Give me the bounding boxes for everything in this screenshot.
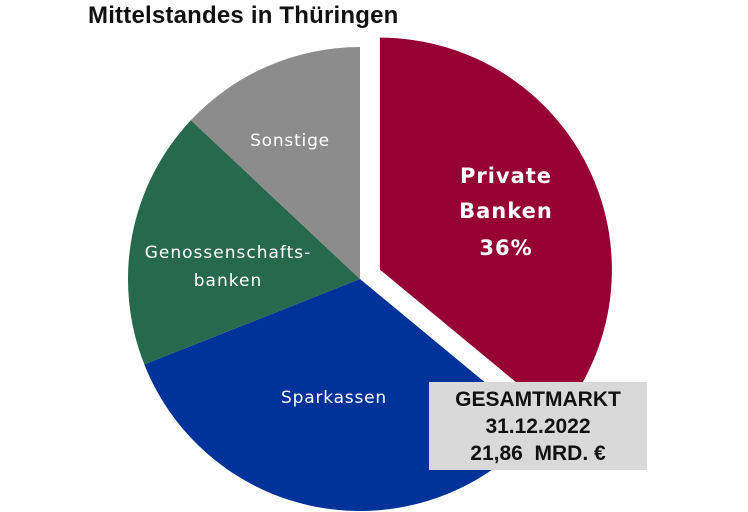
slice-label-genossenschaftsbanken-1: banken [194, 271, 262, 291]
slice-label-sonstige-0: Sonstige [250, 131, 330, 151]
total-market-box: GESAMTMARKT 31.12.2022 21,86 MRD. € [429, 382, 647, 470]
slice-label-sparkassen-0: Sparkassen [281, 388, 387, 408]
total-market-value: 21,86 MRD. € [470, 442, 606, 465]
pie-slice-genossenschaftsbanken [128, 120, 360, 365]
total-market-label: GESAMTMARKT [455, 388, 621, 411]
total-market-date: 31.12.2022 [485, 415, 591, 438]
pie-slice-sonstige [190, 47, 360, 279]
slice-label-private-banken-1: Banken [459, 199, 553, 223]
slice-label-private-banken-0: Private [460, 164, 552, 188]
pie-slice-private-banken [379, 37, 612, 418]
slice-label-genossenschaftsbanken-0: Genossenschafts- [145, 243, 312, 263]
slice-label-private-banken-2: 36% [479, 236, 532, 260]
chart-title: Mittelstandes in Thüringen [88, 2, 399, 29]
